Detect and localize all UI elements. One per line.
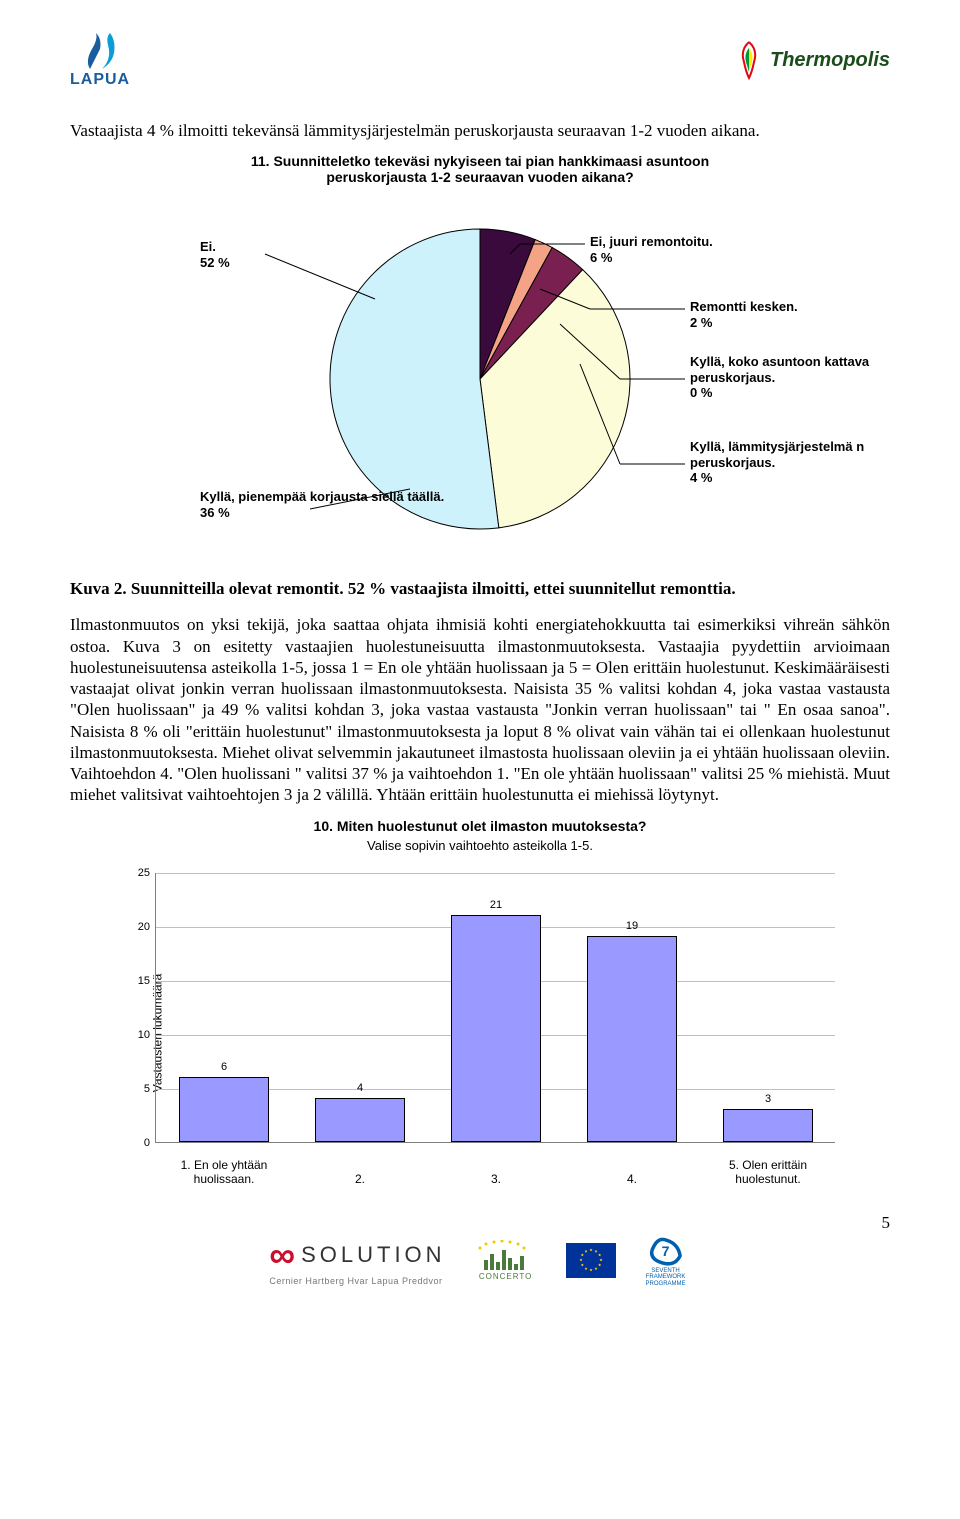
eu-flag-icon: [566, 1243, 616, 1278]
main-paragraph: Ilmastonmuutos on yksi tekijä, joka saat…: [70, 614, 890, 805]
bar-title: 10. Miten huolestunut olet ilmaston muut…: [70, 818, 890, 834]
bar-chart: Vastausten lukumäärä 61. En ole yhtään h…: [90, 863, 870, 1203]
solution-text: SOLUTION: [301, 1242, 445, 1268]
pie-label-ei-remontoitu: Ei, juuri remontoitu.6 %: [590, 234, 713, 265]
ytick: 0: [110, 1137, 150, 1149]
concerto-text: CONCERTO: [479, 1272, 533, 1281]
pie-label-pienempaa: Kyllä, pienempää korjausta siellä täällä…: [200, 489, 444, 520]
bar-subtitle: Valise sopivin vaihtoehto asteikolla 1-5…: [70, 838, 890, 853]
thermopolis-icon: [734, 40, 764, 80]
bar-value: 3: [723, 1093, 813, 1105]
page-header: LAPUA Thermopolis: [70, 20, 890, 100]
pie-chart: Ei.52 % Ei, juuri remontoitu.6 % Remontt…: [90, 189, 870, 569]
ytick: 5: [110, 1083, 150, 1095]
bar-xlabel: 2.: [300, 1172, 420, 1186]
concerto-logo: CONCERTO: [471, 1235, 541, 1285]
pie-label-remontti-kesken: Remontti kesken.2 %: [690, 299, 798, 330]
intro-paragraph: Vastaajista 4 % ilmoitti tekevänsä lämmi…: [70, 120, 890, 141]
thermopolis-text: Thermopolis: [770, 49, 890, 72]
fp7-logo: 7 SEVENTH FRAMEWORK PROGRAMME: [641, 1233, 691, 1288]
thermopolis-logo: Thermopolis: [734, 40, 890, 80]
bar: [723, 1109, 813, 1141]
lapua-logo: LAPUA: [70, 31, 130, 89]
bar-value: 4: [315, 1082, 405, 1094]
lapua-flame-icon: [80, 31, 120, 71]
bar-value: 19: [587, 920, 677, 932]
bar-value: 21: [451, 899, 541, 911]
bar-xlabel: 4.: [572, 1172, 692, 1186]
pie-caption: Kuva 2. Suunnitteilla olevat remontit. 5…: [70, 579, 890, 599]
lapua-text: LAPUA: [70, 71, 130, 89]
pie-title: 11. Suunnitteletko tekeväsi nykyiseen ta…: [220, 153, 740, 185]
bar-xlabel: 1. En ole yhtään huolissaan.: [164, 1158, 284, 1187]
bar-plot-area: 61. En ole yhtään huolissaan.42.213.194.…: [155, 873, 835, 1143]
ytick: 10: [110, 1029, 150, 1041]
pie-label-koko: Kyllä, koko asuntoon kattava peruskorjau…: [690, 354, 870, 401]
pie-label-ei: Ei.52 %: [200, 239, 230, 270]
solution-sub: Cernier Hartberg Hvar Lapua Preddvor: [269, 1276, 445, 1286]
bar: [451, 915, 541, 1142]
fp7-icon: 7: [646, 1233, 686, 1268]
bar-xlabel: 5. Olen erittäin huolestunut.: [708, 1158, 828, 1187]
pie-label-lammitys: Kyllä, lämmitysjärjestelmä n peruskorjau…: [690, 439, 870, 486]
ytick: 25: [110, 867, 150, 879]
bar-value: 6: [179, 1061, 269, 1073]
bar-xlabel: 3.: [436, 1172, 556, 1186]
solution-logo: ∞ SOLUTION Cernier Hartberg Hvar Lapua P…: [269, 1234, 445, 1286]
svg-text:7: 7: [661, 1242, 669, 1258]
bar: [179, 1077, 269, 1142]
page-number: 5: [882, 1213, 891, 1233]
ytick: 15: [110, 975, 150, 987]
bar: [587, 936, 677, 1141]
ytick: 20: [110, 921, 150, 933]
bar: [315, 1098, 405, 1141]
infinity-icon: ∞: [269, 1234, 295, 1276]
page-footer: 5 ∞ SOLUTION Cernier Hartberg Hvar Lapua…: [70, 1233, 890, 1288]
fp7-line1: SEVENTH FRAMEWORK: [646, 1268, 686, 1281]
fp7-line2: PROGRAMME: [646, 1281, 686, 1287]
